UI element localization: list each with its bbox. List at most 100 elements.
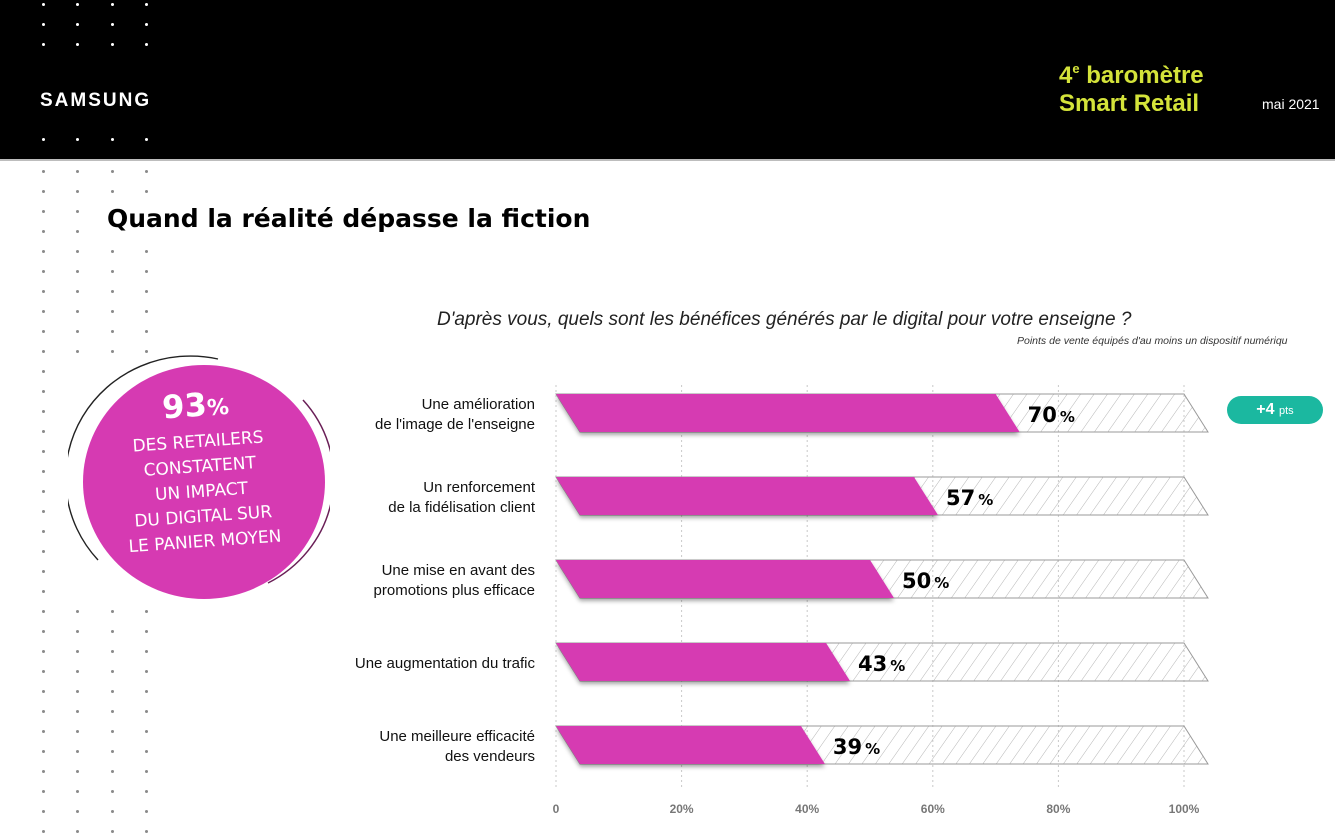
bar-value-unit: % [865, 740, 880, 758]
category-label-line: promotions plus efficace [373, 582, 535, 599]
decorative-dot [76, 690, 79, 693]
bar [556, 560, 894, 598]
category-label-line: de l'image de l'enseigne [374, 416, 535, 433]
decorative-dot [42, 450, 45, 453]
decorative-dot [76, 770, 79, 773]
decorative-dot [76, 670, 79, 673]
decorative-dot [111, 170, 114, 173]
decorative-dot [42, 43, 45, 46]
decorative-dot [42, 510, 45, 513]
decorative-dot [111, 350, 114, 353]
decorative-dot [111, 750, 114, 753]
decorative-dot [42, 250, 45, 253]
bar-value-unit: % [978, 491, 993, 509]
decorative-dot [42, 3, 45, 6]
decorative-dot [145, 710, 148, 713]
decorative-dot [42, 270, 45, 273]
decorative-dot [42, 590, 45, 593]
bar-value: 43 [858, 652, 887, 676]
bar-value: 39 [833, 735, 862, 759]
bar-value-unit: % [1060, 408, 1075, 426]
decorative-dot [76, 350, 79, 353]
decorative-dot [76, 43, 79, 46]
decorative-dot [42, 170, 45, 173]
x-tick-label: 40% [795, 802, 819, 816]
bar-value-label: 70% [1028, 403, 1075, 427]
report-title-sup: e [1072, 61, 1080, 76]
decorative-dot [145, 810, 148, 813]
decorative-dot [42, 390, 45, 393]
decorative-dot [76, 830, 79, 833]
decorative-dot [42, 190, 45, 193]
change-badge: +4 pts [1227, 396, 1323, 424]
category-label-line: de la fidélisation client [388, 499, 535, 516]
badge-value: +4 [1256, 401, 1275, 418]
decorative-dot [145, 610, 148, 613]
decorative-dot [42, 550, 45, 553]
callout-circle [68, 355, 330, 599]
decorative-dot [76, 650, 79, 653]
decorative-dot [145, 650, 148, 653]
decorative-dot [111, 3, 114, 6]
category-label-line: Une amélioration [421, 396, 535, 413]
report-title-line1: baromètre [1079, 62, 1204, 89]
x-tick-label: 0 [553, 802, 560, 816]
decorative-dot [111, 138, 114, 141]
decorative-dot [145, 43, 148, 46]
decorative-dot [42, 138, 45, 141]
decorative-dot [145, 3, 148, 6]
decorative-dot [76, 250, 79, 253]
decorative-dot [42, 830, 45, 833]
report-title: 4e baromètre Smart Retail [1059, 55, 1204, 118]
decorative-dot [145, 138, 148, 141]
decorative-dot [145, 190, 148, 193]
chart-title: D'après vous, quels sont les bénéfices g… [437, 309, 1132, 330]
decorative-dot [42, 350, 45, 353]
decorative-dot [42, 730, 45, 733]
badge-unit: pts [1279, 405, 1294, 417]
decorative-dot [76, 23, 79, 26]
decorative-dot [145, 270, 148, 273]
page-title: Quand la réalité dépasse la fiction [107, 204, 591, 233]
category-label: Un renforcement de la fidélisation client [388, 478, 535, 518]
decorative-dot [76, 750, 79, 753]
decorative-dot [42, 790, 45, 793]
decorative-dot [145, 630, 148, 633]
x-tick-label: 60% [921, 802, 945, 816]
decorative-dot [145, 830, 148, 833]
decorative-dot [42, 670, 45, 673]
decorative-dot [145, 330, 148, 333]
decorative-dot [111, 290, 114, 293]
decorative-dot [42, 410, 45, 413]
decorative-dot [111, 190, 114, 193]
decorative-dot [111, 310, 114, 313]
decorative-dot [76, 790, 79, 793]
bar-value: 70 [1028, 403, 1057, 427]
decorative-dot [42, 570, 45, 573]
decorative-dot [111, 710, 114, 713]
decorative-dot [145, 730, 148, 733]
decorative-dot [42, 290, 45, 293]
decorative-dot [76, 190, 79, 193]
decorative-dot [76, 610, 79, 613]
header-divider [0, 159, 1335, 161]
decorative-dot [111, 250, 114, 253]
decorative-dot [111, 730, 114, 733]
samsung-logo: SAMSUNG [40, 90, 152, 111]
decorative-dot [76, 270, 79, 273]
decorative-dot [76, 290, 79, 293]
category-label: Une augmentation du trafic [355, 654, 535, 674]
decorative-dot [111, 330, 114, 333]
bar-value: 50 [902, 569, 931, 593]
decorative-dot [111, 830, 114, 833]
bar-value-unit: % [934, 574, 949, 592]
decorative-dot [111, 770, 114, 773]
decorative-dot [111, 630, 114, 633]
category-label-line: Un renforcement [423, 479, 535, 496]
decorative-dot [145, 290, 148, 293]
decorative-dot [111, 650, 114, 653]
decorative-dot [42, 690, 45, 693]
report-date: mai 2021 [1262, 96, 1320, 112]
decorative-dot [76, 3, 79, 6]
